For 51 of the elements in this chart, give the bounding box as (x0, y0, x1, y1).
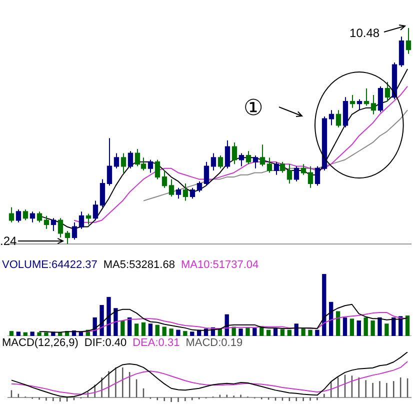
bar (301, 328, 306, 336)
series-label: DIF:0.40 (84, 336, 127, 350)
bar (266, 330, 271, 336)
bar (378, 317, 382, 336)
bar (356, 320, 361, 336)
annotation: ① (244, 95, 264, 122)
bar (162, 326, 166, 336)
bar (106, 296, 111, 336)
bar (350, 318, 354, 336)
text: VOLUME:64422.37 (2, 258, 98, 272)
bar (190, 332, 194, 336)
bar (384, 324, 389, 336)
bar (44, 332, 48, 336)
bar (392, 317, 396, 336)
bar (169, 328, 174, 336)
bar (364, 317, 368, 336)
bar (120, 320, 125, 336)
bar (308, 330, 312, 336)
text: DEA:0.31 (132, 336, 180, 350)
bar (114, 308, 118, 336)
bar (16, 332, 21, 336)
bar (100, 305, 104, 336)
bar (370, 320, 375, 336)
bar (315, 330, 320, 336)
annotation: 10.48 (350, 26, 380, 40)
bar (134, 324, 139, 336)
bar (30, 332, 34, 336)
bar (322, 274, 326, 336)
bar (287, 330, 292, 336)
text: MACD:0.19 (186, 336, 243, 350)
bar (336, 311, 340, 336)
bar (273, 328, 278, 336)
bar (176, 330, 180, 336)
chart-title: MACD(12,26,9) (2, 336, 78, 350)
bar (128, 317, 132, 336)
text: MA5:53281.68 (103, 258, 175, 272)
bar (141, 322, 146, 336)
bar (148, 324, 153, 336)
bar (252, 328, 257, 336)
annotation: .24 (0, 234, 17, 248)
bar (238, 328, 243, 336)
text: MA10:51737.04 (180, 258, 259, 272)
bar (9, 331, 14, 336)
bar (405, 316, 410, 336)
bar (183, 331, 188, 336)
bar (342, 317, 348, 336)
bar (155, 324, 160, 336)
bar (37, 332, 42, 336)
bar (280, 329, 285, 336)
bar (23, 332, 28, 336)
bar (246, 327, 250, 336)
